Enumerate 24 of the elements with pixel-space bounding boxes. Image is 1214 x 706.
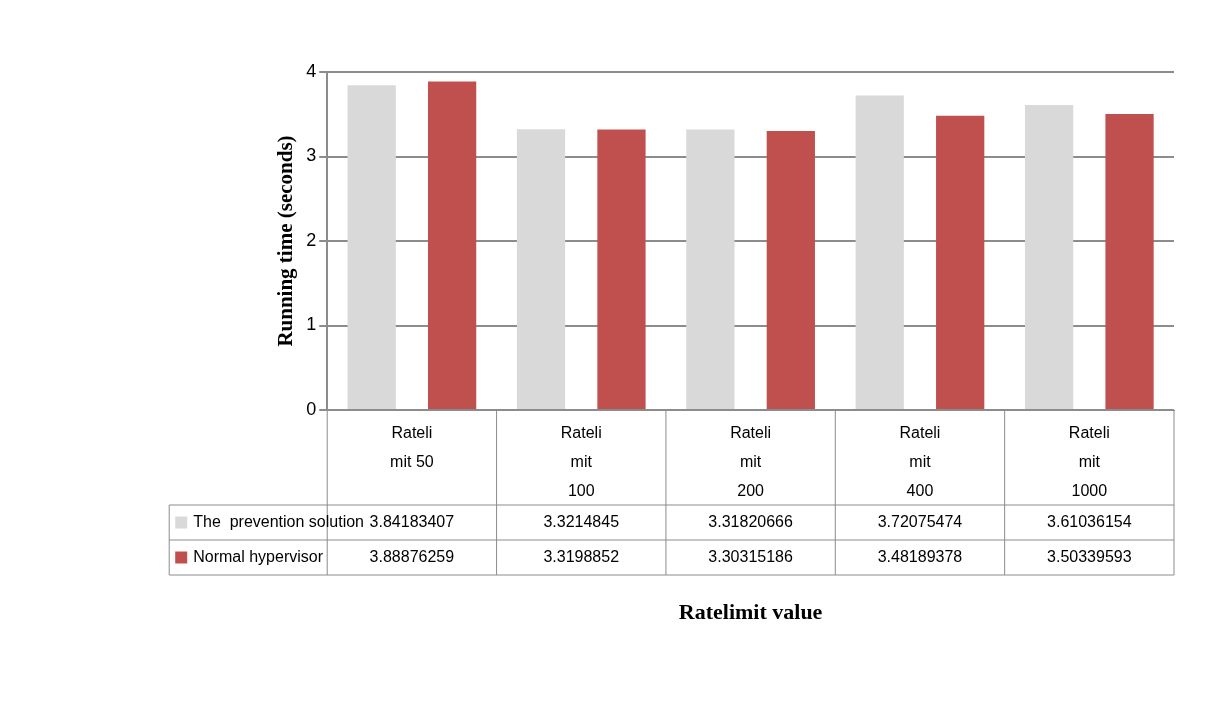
data-label: 3.31820666	[708, 512, 793, 530]
y-tick-label: 1	[306, 314, 317, 335]
data-label: 3.61036154	[1047, 512, 1132, 530]
y-tick-label: 3	[306, 145, 317, 166]
x-axis-title: Ratelimit value	[678, 598, 823, 624]
data-label: 3.72075474	[877, 512, 963, 530]
y-tick-label: 2	[306, 229, 317, 250]
data-label: 3.30315186	[708, 547, 793, 565]
y-axis-title: Running time (seconds)	[273, 135, 298, 347]
data-label: 3.3198852	[543, 547, 620, 565]
data-label: 3.48189378	[877, 547, 963, 565]
y-tick-label: 4	[306, 60, 317, 81]
y-tick-label: 0	[306, 398, 317, 419]
data-label: 3.3214845	[543, 512, 620, 530]
x-tick-label: Rateli mit 50	[390, 424, 434, 471]
data-label: 3.84183407	[369, 512, 455, 530]
x-tick-label: Rateli mit 400	[899, 424, 941, 500]
x-tick-label: Rateli mit 100	[560, 424, 602, 500]
x-tick-label: Rateli mit 1000	[1068, 424, 1110, 500]
legend-label: The prevention solution	[193, 512, 364, 530]
legend-label: Normal hypervisor	[193, 547, 324, 565]
x-tick-label: Rateli mit 200	[730, 424, 772, 500]
data-label: 3.50339593	[1047, 547, 1132, 565]
data-label: 3.88876259	[369, 547, 455, 565]
